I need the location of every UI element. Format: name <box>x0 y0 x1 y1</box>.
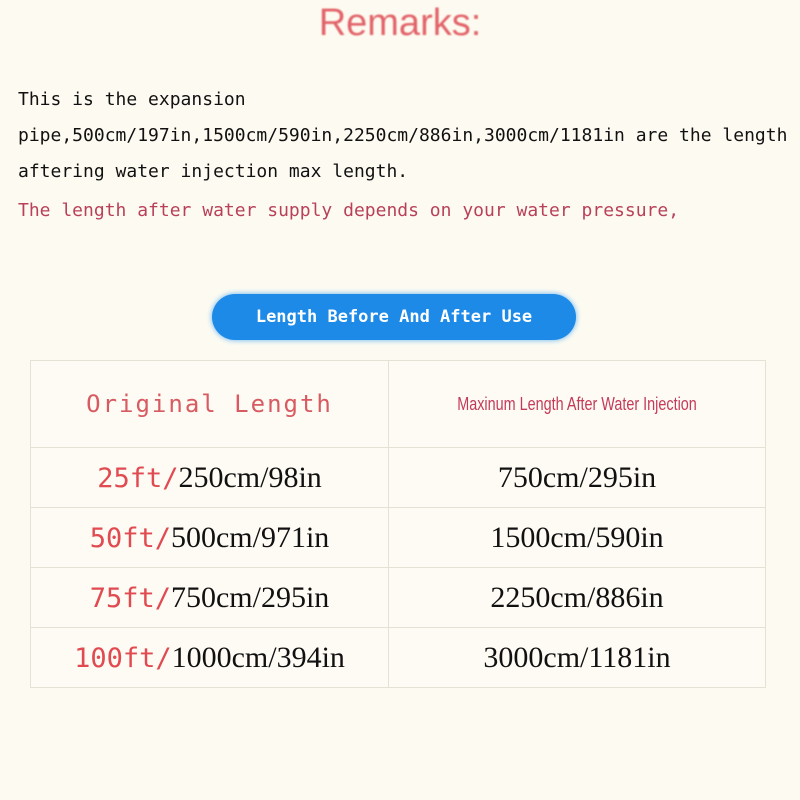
table-row: 25ft/250cm/98in 750cm/295in <box>30 447 766 508</box>
header-max-length: Maxinum Length After Water Injection <box>388 360 766 448</box>
water-pressure-note: The length after water supply depends on… <box>18 200 680 221</box>
table-row: 50ft/500cm/971in 1500cm/590in <box>30 507 766 568</box>
length-before-after-button[interactable]: Length Before And After Use <box>212 294 576 340</box>
table-row: 75ft/750cm/295in 2250cm/886in <box>30 567 766 628</box>
remarks-title: Remarks: <box>318 2 482 44</box>
table-row: 100ft/1000cm/394in 3000cm/1181in <box>30 627 766 688</box>
header-original-length: Original Length <box>30 360 389 448</box>
length-table: Original Length Maxinum Length After Wat… <box>30 360 766 688</box>
table-header-row: Original Length Maxinum Length After Wat… <box>30 360 766 448</box>
description-paragraph: This is the expansion pipe,500cm/197in,1… <box>18 89 788 182</box>
